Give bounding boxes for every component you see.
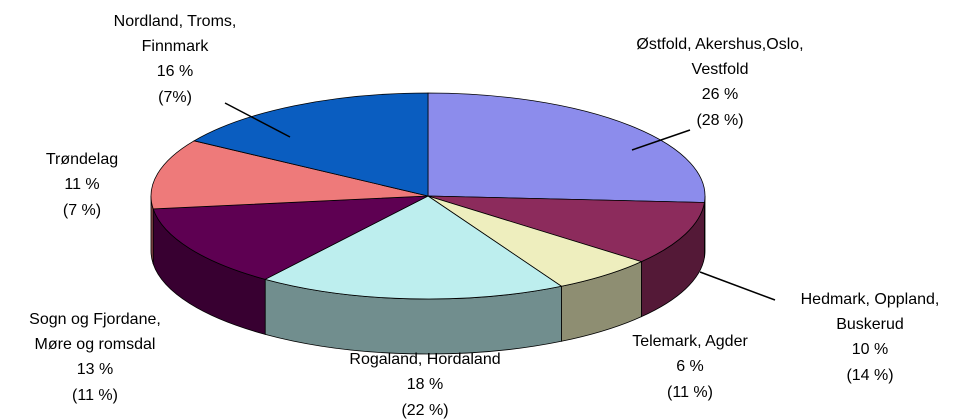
secondary-label: (22 %) bbox=[401, 402, 448, 419]
leader-line bbox=[631, 129, 691, 151]
slice-label: Finnmark bbox=[142, 38, 210, 55]
leader-line bbox=[699, 271, 776, 301]
slice-label: Vestfold bbox=[692, 61, 749, 78]
value-label: 13 % bbox=[77, 361, 113, 378]
slice bbox=[427, 92, 706, 203]
slice-label: Buskerud bbox=[836, 316, 904, 333]
slice bbox=[152, 195, 429, 280]
slice-label: Hedmark, Oppland, bbox=[801, 291, 940, 308]
slice bbox=[264, 195, 563, 300]
slice-label: Østfold, Akershus,Oslo, bbox=[636, 36, 803, 53]
secondary-label: (11 %) bbox=[667, 384, 713, 401]
secondary-label: (7%) bbox=[158, 89, 192, 106]
value-label: 18 % bbox=[407, 376, 443, 393]
slice-label: Trøndelag bbox=[46, 151, 118, 168]
secondary-label: (11 %) bbox=[72, 387, 118, 404]
slice bbox=[193, 92, 429, 197]
value-label: 11 % bbox=[64, 176, 99, 193]
secondary-label: (7 %) bbox=[63, 202, 101, 219]
slice bbox=[427, 195, 705, 263]
slice-label: Rogaland, Hordaland bbox=[349, 351, 500, 368]
value-label: 16 % bbox=[157, 63, 193, 80]
value-label: 26 % bbox=[702, 86, 738, 103]
secondary-label: (14 %) bbox=[846, 367, 893, 384]
slice-label: Sogn og Fjordane, bbox=[29, 311, 161, 328]
slice-label: Møre og romsdal bbox=[35, 336, 156, 353]
slice-label: Nordland, Troms, bbox=[114, 13, 237, 30]
value-label: 6 % bbox=[676, 358, 704, 375]
leader-line bbox=[224, 102, 291, 138]
slice bbox=[150, 140, 429, 210]
secondary-label: (28 %) bbox=[696, 112, 743, 129]
slice-label: Telemark, Agder bbox=[632, 333, 748, 350]
value-label: 10 % bbox=[852, 341, 888, 358]
